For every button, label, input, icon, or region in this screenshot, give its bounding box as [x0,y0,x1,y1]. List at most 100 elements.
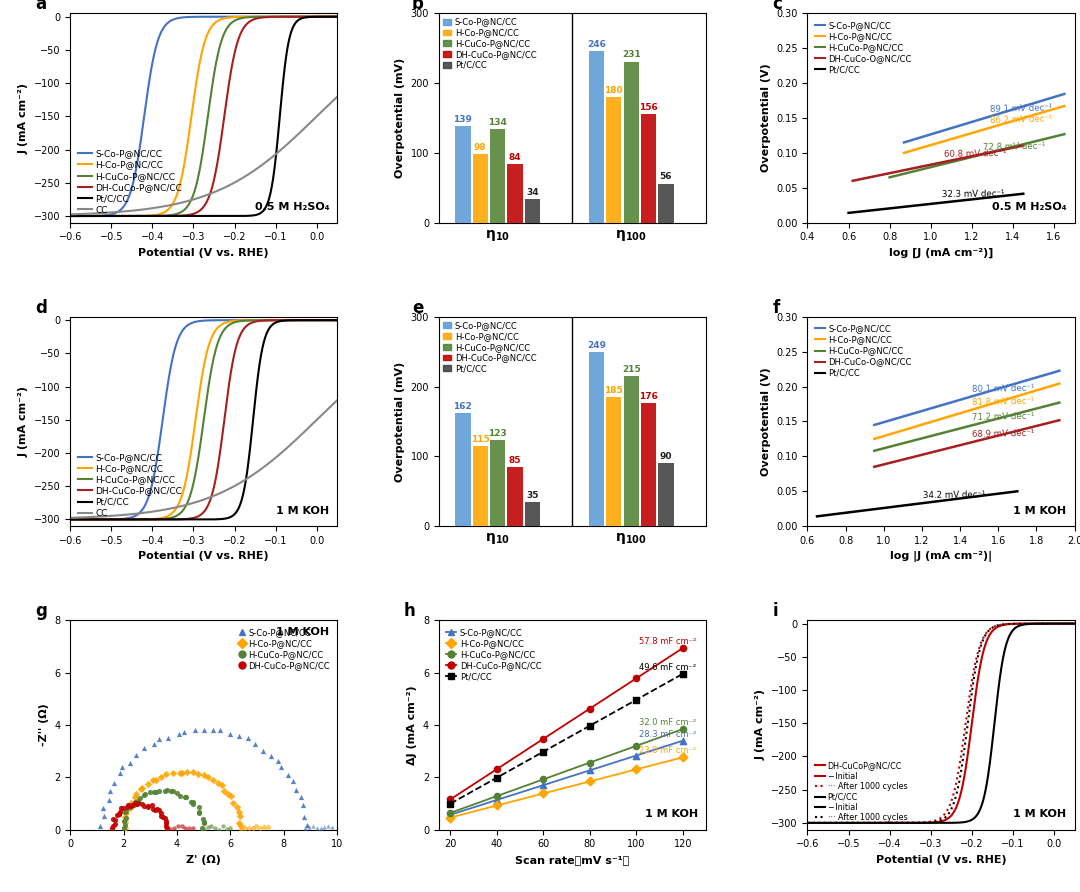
Point [175,724,192,739]
Text: 162: 162 [454,402,472,411]
Point [151,732,168,747]
Point [300,820,318,834]
Point [442,805,459,820]
Point [158,767,175,781]
Point [442,797,459,811]
Bar [490,441,505,526]
Point [535,772,552,787]
Legend: S-Co-P@NC/CC, H-Co-P@NC/CC, H-CuCo-P@NC/CC, DH-CuCo-P@NC/CC, Pt/C/CC, CC: S-Co-P@NC/CC, H-Co-P@NC/CC, H-CuCo-P@NC/… [75,145,186,219]
Text: 98: 98 [474,144,487,153]
Point [136,788,153,802]
Text: 115: 115 [471,434,489,444]
Point [92,819,109,833]
Text: 57.8 mF cm⁻²: 57.8 mF cm⁻² [638,637,696,646]
Point [535,731,552,746]
Point [171,765,188,780]
Text: 1 M KOH: 1 M KOH [276,626,329,637]
Legend: S-Co-P@NC/CC, H-Co-P@NC/CC, H-CuCo-P@NC/CC, DH-CuCo-P@NC/CC, Pt/C/CC: S-Co-P@NC/CC, H-Co-P@NC/CC, H-CuCo-P@NC/… [440,318,540,376]
Y-axis label: Overpotential (mV): Overpotential (mV) [395,361,405,482]
Point [118,810,135,824]
Point [158,816,175,830]
Point [240,731,257,745]
Point [125,798,143,813]
Point [298,818,315,832]
Text: c: c [773,0,783,13]
Point [185,821,202,835]
Bar [525,501,540,526]
Point [117,821,134,835]
Point [320,819,337,833]
Point [165,821,183,835]
Point [193,822,211,836]
X-axis label: Potential (V vs. RHE): Potential (V vs. RHE) [138,248,269,258]
Point [187,723,204,738]
Point [126,790,144,805]
Point [124,798,141,813]
Point [674,733,691,747]
Bar [640,114,657,223]
Point [216,783,233,797]
Legend: S-Co-P@NC/CC, H-Co-P@NC/CC, H-CuCo-P@NC/CC, DH-CuCo-P@NC/CC, Pt/C/CC, CC: S-Co-P@NC/CC, H-Co-P@NC/CC, H-CuCo-P@NC/… [75,449,186,522]
Text: 72.8 mV dec⁻¹: 72.8 mV dec⁻¹ [983,141,1045,152]
Text: 1 M KOH: 1 M KOH [1013,506,1067,516]
Point [152,809,170,823]
Text: 180: 180 [605,86,623,95]
Point [214,819,231,833]
Point [127,787,145,801]
Point [189,766,206,780]
Point [131,791,148,805]
Point [159,782,176,797]
Point [139,798,157,813]
Legend: S-Co-P@NC/CC, H-Co-P@NC/CC, H-CuCo-P@NC/CC, DH-CuCo-O@NC/CC, Pt/C/CC: S-Co-P@NC/CC, H-Co-P@NC/CC, H-CuCo-P@NC/… [812,18,915,78]
Point [488,771,505,785]
Point [116,814,133,828]
Point [232,822,249,836]
Text: 185: 185 [605,386,623,395]
X-axis label: log |J (mA cm⁻²)|: log |J (mA cm⁻²)| [890,551,993,562]
Bar [658,184,674,223]
Point [157,784,174,798]
Point [305,819,322,833]
Point [674,666,691,681]
Point [195,723,213,737]
Bar [640,403,657,526]
Legend: S-Co-P@NC/CC, H-Co-P@NC/CC, H-CuCo-P@NC/CC, DH-CuCo-P@NC/CC: S-Co-P@NC/CC, H-Co-P@NC/CC, H-CuCo-P@NC/… [234,624,333,673]
Point [210,776,227,790]
Point [117,805,134,820]
Point [126,795,144,809]
Point [118,805,135,820]
Point [247,819,265,833]
Text: 68.9 mV dec⁻¹: 68.9 mV dec⁻¹ [972,429,1035,440]
Point [110,807,127,822]
Point [165,784,183,798]
Point [114,801,132,815]
Point [160,731,177,745]
Text: 49.6 mF cm⁻²: 49.6 mF cm⁻² [638,663,696,672]
Point [195,822,213,836]
Point [230,805,247,819]
Point [122,801,139,815]
Point [191,805,208,820]
Point [178,789,195,804]
Y-axis label: J (mA cm⁻²): J (mA cm⁻²) [18,83,28,153]
Point [212,723,229,737]
Point [232,809,249,823]
Point [139,777,157,791]
Point [312,821,329,835]
Point [295,810,312,824]
Point [214,779,231,793]
Point [132,782,149,797]
Point [126,797,144,811]
Point [255,820,272,834]
Point [323,820,340,834]
Point [442,811,459,825]
Y-axis label: J (mA cm⁻²): J (mA cm⁻²) [755,690,766,760]
Text: 28.3 mF cm⁻²: 28.3 mF cm⁻² [638,730,696,739]
Point [244,821,261,835]
Point [148,802,165,816]
Point [254,744,271,758]
Point [627,671,645,685]
Text: 123: 123 [488,429,507,438]
Point [176,790,193,805]
Point [488,793,505,807]
